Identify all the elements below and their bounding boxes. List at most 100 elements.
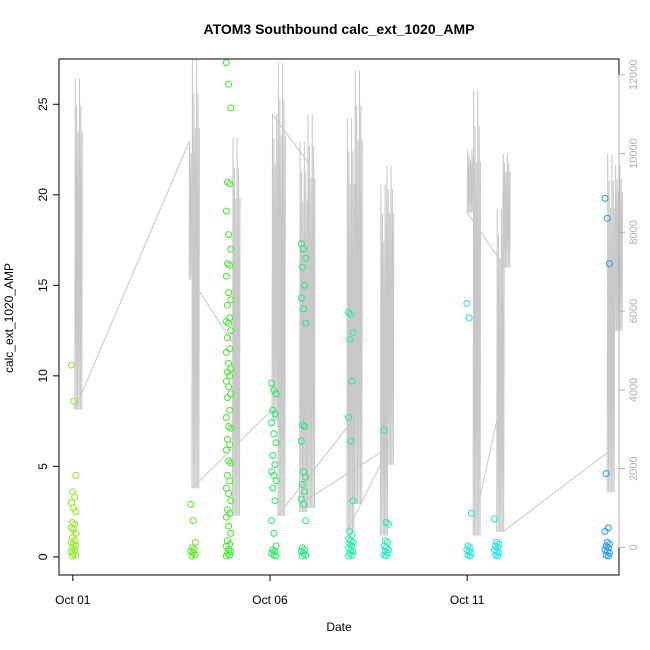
data-point-3-10 bbox=[268, 468, 276, 476]
axes-layer: 0 5 10 15 20 25 0 2000 4000 6000 8000 10000 12000 Oct… bbox=[36, 59, 640, 607]
data-point-1-7 bbox=[191, 551, 199, 559]
data-point-6-0 bbox=[380, 426, 388, 434]
data-point-4-1 bbox=[300, 245, 307, 253]
data-point-2-17 bbox=[227, 327, 235, 335]
data-point-4-20 bbox=[297, 548, 305, 555]
x-tick-label-0: Oct 01 bbox=[55, 593, 91, 607]
y-axis-label: calc_ext_1020_AMP bbox=[2, 263, 16, 373]
data-point-2-39 bbox=[226, 477, 234, 485]
data-point-7-2 bbox=[467, 509, 475, 517]
data-point-0-0 bbox=[67, 361, 75, 369]
data-point-6-8 bbox=[381, 548, 389, 555]
data-point-2-29 bbox=[226, 406, 234, 414]
data-point-2-4 bbox=[226, 180, 234, 188]
data-point-1-8 bbox=[188, 552, 196, 560]
data-point-0-1 bbox=[70, 397, 78, 405]
line-connector-1 bbox=[191, 279, 233, 343]
data-point-2-52 bbox=[227, 548, 235, 555]
data-point-8-0 bbox=[491, 515, 498, 523]
data-point-2-10 bbox=[222, 272, 230, 280]
line-connector-4 bbox=[277, 417, 356, 517]
data-point-9-7 bbox=[605, 540, 613, 548]
data-point-5-7 bbox=[349, 497, 357, 505]
data-point-0-11 bbox=[70, 526, 78, 534]
data-point-3-15 bbox=[268, 517, 276, 525]
line-burst-7 bbox=[307, 114, 316, 509]
line-connector-8 bbox=[472, 421, 498, 528]
data-point-9-3 bbox=[602, 470, 610, 478]
data-point-2-12 bbox=[227, 296, 235, 304]
data-point-1-0 bbox=[187, 500, 195, 508]
data-point-3-8 bbox=[269, 452, 277, 459]
data-point-0-10 bbox=[67, 524, 75, 532]
data-point-2-16 bbox=[225, 319, 233, 327]
data-point-5-5 bbox=[345, 414, 353, 421]
data-point-9-5 bbox=[601, 528, 609, 535]
data-point-9-1 bbox=[603, 214, 611, 222]
data-point-4-17 bbox=[302, 517, 310, 525]
data-point-4-23 bbox=[298, 552, 306, 560]
data-point-3-12 bbox=[272, 477, 280, 485]
data-point-0-22 bbox=[72, 551, 80, 559]
data-point-3-4 bbox=[271, 410, 279, 418]
y-tick-label-5: 25 bbox=[36, 97, 50, 111]
data-point-7-1 bbox=[465, 314, 473, 322]
data-point-2-32 bbox=[227, 424, 235, 432]
data-point-3-5 bbox=[268, 419, 276, 427]
data-point-4-6 bbox=[300, 305, 307, 313]
data-point-3-1 bbox=[270, 386, 278, 394]
y2-tick-label-1: 2000 bbox=[628, 456, 640, 480]
data-point-3-16 bbox=[270, 529, 278, 537]
data-point-2-18 bbox=[224, 334, 231, 342]
data-point-6-1 bbox=[382, 519, 390, 526]
data-point-2-2 bbox=[227, 104, 235, 112]
data-point-4-13 bbox=[298, 481, 306, 488]
data-point-2-37 bbox=[227, 459, 235, 467]
data-point-1-1 bbox=[189, 517, 197, 525]
data-point-2-20 bbox=[222, 348, 230, 356]
data-point-8-6 bbox=[493, 548, 501, 555]
line-burst-13 bbox=[472, 90, 482, 536]
data-point-2-13 bbox=[224, 301, 231, 309]
data-point-2-1 bbox=[225, 80, 233, 88]
data-point-2-55 bbox=[222, 552, 230, 560]
line-connector-5 bbox=[299, 448, 387, 505]
line-burst-15 bbox=[502, 153, 511, 268]
data-point-3-19 bbox=[271, 548, 279, 555]
y-tick-label-1: 5 bbox=[36, 463, 50, 470]
y2-tick-label-0: 0 bbox=[628, 544, 640, 550]
data-point-2-34 bbox=[226, 441, 234, 449]
data-point-2-24 bbox=[226, 372, 234, 380]
y-tick-label-0: 0 bbox=[36, 553, 50, 560]
data-point-4-5 bbox=[297, 294, 305, 302]
line-burst-9 bbox=[354, 70, 363, 505]
data-point-2-36 bbox=[225, 457, 233, 465]
data-point-4-8 bbox=[298, 421, 306, 429]
y2-tick-label-5: 10000 bbox=[628, 138, 640, 169]
data-point-5-17 bbox=[349, 548, 357, 555]
data-point-0-2 bbox=[72, 471, 80, 479]
data-point-2-23 bbox=[224, 368, 231, 376]
data-point-2-9 bbox=[226, 261, 234, 269]
data-point-2-0 bbox=[222, 59, 230, 67]
line-connector-6 bbox=[346, 464, 381, 532]
line-connector-7 bbox=[466, 212, 504, 265]
data-point-7-0 bbox=[463, 299, 471, 307]
data-point-0-4 bbox=[71, 493, 79, 501]
y-tick-label-3: 15 bbox=[36, 278, 50, 292]
line-burst-0 bbox=[74, 78, 83, 410]
data-point-2-43 bbox=[224, 506, 231, 514]
data-point-6-11 bbox=[382, 552, 390, 560]
y-tick-label-4: 20 bbox=[36, 188, 50, 202]
data-point-3-9 bbox=[271, 461, 279, 469]
data-point-4-14 bbox=[301, 488, 309, 496]
data-point-5-0 bbox=[345, 309, 353, 316]
x-axis-label: Date bbox=[326, 620, 352, 634]
data-point-5-19 bbox=[348, 551, 356, 559]
data-point-4-7 bbox=[302, 319, 310, 327]
line-burst-3 bbox=[232, 137, 241, 516]
data-point-2-26 bbox=[225, 383, 233, 391]
data-point-2-15 bbox=[222, 318, 230, 325]
data-point-3-2 bbox=[272, 390, 280, 398]
